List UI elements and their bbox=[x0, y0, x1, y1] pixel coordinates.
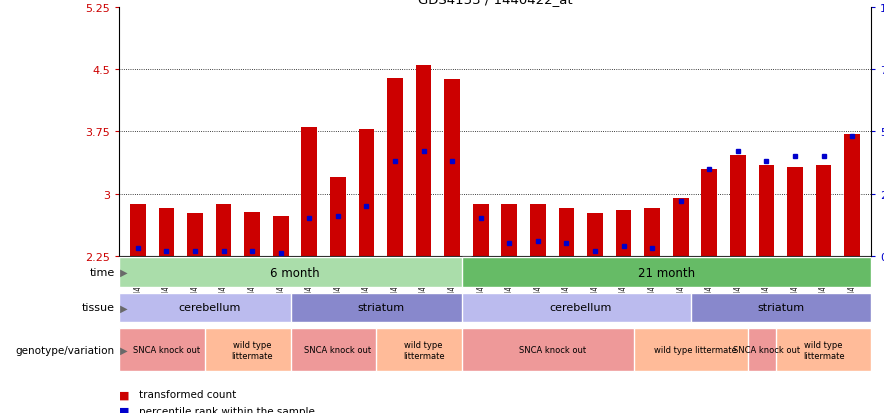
Bar bbox=[291, 293, 471, 323]
Text: wild type
littermate: wild type littermate bbox=[803, 340, 844, 360]
Bar bbox=[473, 205, 489, 256]
Bar bbox=[377, 329, 471, 371]
Bar bbox=[462, 329, 642, 371]
Text: striatum: striatum bbox=[357, 303, 404, 313]
Text: 6 month: 6 month bbox=[271, 266, 320, 279]
Bar bbox=[359, 130, 374, 256]
Bar bbox=[673, 198, 689, 256]
Text: wild type littermate: wild type littermate bbox=[653, 346, 736, 354]
Text: SNCA knock out: SNCA knock out bbox=[133, 346, 200, 354]
Bar bbox=[748, 329, 785, 371]
Bar bbox=[415, 66, 431, 256]
Bar bbox=[501, 204, 517, 256]
Title: GDS4153 / 1440422_at: GDS4153 / 1440422_at bbox=[418, 0, 572, 6]
Bar bbox=[690, 293, 871, 323]
Bar bbox=[273, 216, 288, 256]
Bar bbox=[205, 329, 300, 371]
Bar bbox=[216, 205, 232, 256]
Bar bbox=[291, 329, 385, 371]
Bar bbox=[587, 214, 603, 256]
Bar bbox=[644, 209, 660, 256]
Bar bbox=[130, 204, 146, 256]
Text: ■: ■ bbox=[119, 406, 130, 413]
Bar bbox=[634, 329, 757, 371]
Text: cerebellum: cerebellum bbox=[550, 303, 612, 313]
Text: ▶: ▶ bbox=[117, 345, 127, 355]
Text: 21 month: 21 month bbox=[638, 266, 695, 279]
Bar bbox=[787, 168, 803, 256]
Bar bbox=[559, 209, 575, 256]
Bar bbox=[462, 293, 699, 323]
Bar bbox=[462, 258, 871, 287]
Text: ▶: ▶ bbox=[117, 268, 127, 278]
Bar bbox=[844, 135, 860, 256]
Text: ▶: ▶ bbox=[117, 303, 127, 313]
Bar bbox=[187, 213, 203, 256]
Bar bbox=[758, 165, 774, 256]
Bar bbox=[776, 329, 871, 371]
Text: SNCA knock out: SNCA knock out bbox=[733, 346, 800, 354]
Bar bbox=[244, 212, 260, 256]
Bar bbox=[445, 80, 460, 256]
Bar bbox=[119, 293, 300, 323]
Text: percentile rank within the sample: percentile rank within the sample bbox=[139, 406, 315, 413]
Text: wild type
littermate: wild type littermate bbox=[403, 340, 445, 360]
Bar bbox=[387, 78, 403, 256]
Text: cerebellum: cerebellum bbox=[179, 303, 240, 313]
Bar bbox=[158, 209, 174, 256]
Text: striatum: striatum bbox=[758, 303, 804, 313]
Text: SNCA knock out: SNCA knock out bbox=[304, 346, 371, 354]
Bar bbox=[702, 169, 717, 256]
Text: genotype/variation: genotype/variation bbox=[16, 345, 115, 355]
Bar bbox=[301, 128, 317, 256]
Text: tissue: tissue bbox=[82, 303, 115, 313]
Bar bbox=[119, 329, 214, 371]
Bar bbox=[816, 165, 832, 256]
Bar bbox=[530, 205, 545, 256]
Bar bbox=[616, 211, 631, 256]
Text: transformed count: transformed count bbox=[139, 389, 236, 399]
Text: ■: ■ bbox=[119, 389, 130, 399]
Text: wild type
littermate: wild type littermate bbox=[232, 340, 273, 360]
Bar bbox=[119, 258, 471, 287]
Bar bbox=[330, 178, 346, 256]
Text: time: time bbox=[89, 268, 115, 278]
Text: SNCA knock out: SNCA knock out bbox=[519, 346, 586, 354]
Bar bbox=[730, 155, 746, 256]
